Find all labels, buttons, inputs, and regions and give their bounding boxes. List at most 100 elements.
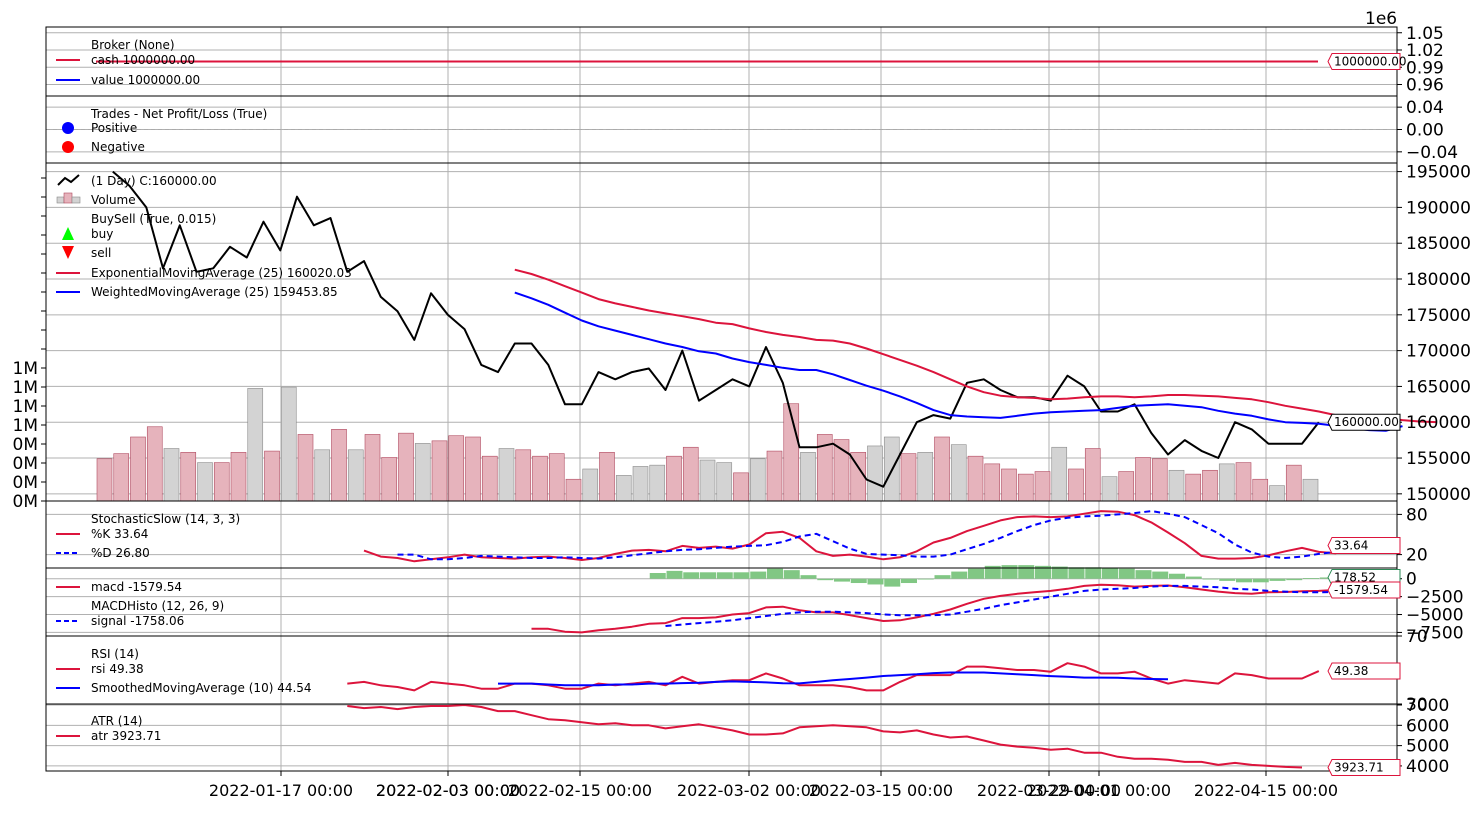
volume-bar-67: [1218, 463, 1235, 502]
broker-value-tag-box: [1327, 53, 1401, 70]
panel-frame-atr: [45, 703, 1398, 772]
legend-label-stochastic-2: %D 26.80: [91, 546, 150, 560]
macd-histo-bar-11: [834, 578, 850, 582]
y-tick-label-rsi-0: 70: [1406, 627, 1428, 647]
x-tick-label-6: 2022-03-29 00:00: [977, 781, 1121, 800]
ema-line: [514, 268, 1437, 424]
macd-histo-bar-27: [1102, 568, 1118, 579]
volume-bar-8: [230, 452, 247, 502]
macd-histo-bar-39: [1303, 578, 1319, 579]
macd-histo-bar-13: [867, 578, 884, 585]
macd-histo-bar-19: [968, 568, 984, 579]
x-tick-label-7: 2022-04-01 00:00: [1027, 781, 1171, 800]
rsi-sma-line: [498, 671, 1169, 687]
y-tick-label-price-4: 175000: [1406, 306, 1471, 326]
macd-histo-bar-3: [700, 572, 716, 579]
volume-bar-61: [1118, 471, 1135, 502]
volume-bar-31: [615, 475, 632, 502]
macd-histo-bar-22: [1018, 565, 1035, 579]
stoch-d-line: [397, 510, 1386, 561]
volume-tick-label-0: 1M: [13, 359, 38, 379]
legend-swatch-price-3: [62, 227, 74, 240]
volume-bar-53: [984, 463, 1001, 502]
legend-label-rsi-0: RSI (14): [91, 647, 139, 661]
wma-line: [514, 291, 1403, 432]
volume-tick-label-1: 1M: [13, 378, 38, 398]
legend-label-macd-0: macd -1579.54: [91, 580, 182, 594]
volume-bar-71: [1285, 464, 1302, 502]
volume-bar-12: [297, 434, 314, 502]
volume-bar-52: [967, 455, 984, 502]
macd-histo-bar-35: [1236, 578, 1252, 583]
volume-bar-36: [699, 459, 716, 502]
volume-bar-39: [749, 458, 766, 502]
x-tick-label-5: 2022-03-15 00:00: [809, 781, 953, 800]
legend-label-atr-1: atr 3923.71: [91, 729, 161, 743]
macd-histo-bar-2: [683, 572, 700, 579]
volume-bar-3: [146, 426, 163, 502]
y-tick-label-price-9: 150000: [1406, 485, 1471, 505]
legend-label-stochastic-1: %K 33.64: [91, 527, 148, 541]
volume-bar-69: [1252, 478, 1269, 502]
volume-tick-label-7: 0M: [13, 492, 38, 512]
macd-value-tag: -1579.54: [1334, 583, 1388, 597]
volume-bar-24: [498, 448, 515, 502]
volume-bar-13: [314, 449, 331, 502]
y-tick-label-price-2: 185000: [1406, 234, 1471, 254]
volume-bar-5: [180, 452, 197, 502]
macd-histo-bar-29: [1135, 570, 1152, 579]
macd-histo-bar-28: [1118, 568, 1135, 579]
legend-label-price-2: BuySell (True, 0.015): [91, 212, 216, 226]
volume-bar-25: [515, 449, 532, 502]
macd-histo-bar-20: [984, 565, 1001, 579]
macd-histo-bar-30: [1152, 571, 1169, 579]
y-tick-label-macd-0: 0: [1406, 570, 1417, 590]
x-tick-label-3: 2022-02-15 00:00: [508, 781, 652, 800]
legend-label-broker-0: Broker (None): [91, 38, 175, 52]
volume-bar-26: [532, 455, 548, 502]
legend-label-price-1: Volume: [91, 193, 136, 207]
volume-bar-60: [1101, 476, 1118, 502]
macd-histo-bar-40: [1319, 577, 1336, 579]
volume-tick-label-3: 1M: [13, 416, 38, 436]
macd-histo-bar-34: [1219, 578, 1236, 581]
stoch-value-tag-box: [1327, 536, 1401, 554]
macd-signal-line: [665, 584, 1370, 627]
volume-bar-42: [800, 452, 816, 502]
legend-swatch-price-1: [56, 196, 65, 204]
volume-bar-66: [1202, 469, 1218, 502]
legend-label-price-6: WeightedMovingAverage (25) 159453.85: [91, 285, 338, 299]
volume-bar-20: [431, 440, 448, 502]
macd-histo-bar-38: [1286, 578, 1303, 581]
macd-histo-bar-17: [934, 575, 951, 579]
y-tick-label-stochastic-0: 80: [1406, 505, 1428, 525]
rsi-value-tag-box: [1327, 662, 1401, 680]
volume-bar-33: [649, 464, 666, 502]
atr-value-tag: 3923.71: [1334, 760, 1384, 774]
volume-bar-63: [1151, 458, 1168, 502]
volume-bar-7: [213, 462, 230, 502]
macd-histo-bar-21: [1001, 565, 1018, 579]
y-tick-label-broker-3: 0.96: [1406, 76, 1444, 96]
legend-swatch-price-1-c: [71, 196, 81, 204]
volume-bar-15: [347, 449, 364, 502]
y-tick-label-price-1: 190000: [1406, 198, 1471, 218]
macd-histo-bar-15: [901, 578, 917, 584]
price-value-tag-box: [1327, 413, 1401, 431]
volume-bar-65: [1185, 473, 1202, 502]
legend-label-price-4: sell: [91, 246, 111, 260]
y-tick-label-trades-1: 0.00: [1406, 121, 1444, 141]
volume-bar-6: [197, 462, 213, 502]
macd-histo-bar-10: [817, 578, 834, 581]
legend-label-broker-2: value 1000000.00: [91, 73, 200, 87]
macd-histo-bar-1: [666, 570, 683, 579]
macd-histo-bar-6: [750, 571, 767, 579]
volume-bar-1: [113, 453, 130, 502]
legend-swatch-price-0: [57, 174, 80, 186]
volume-tick-label-4: 0M: [13, 435, 38, 455]
volume-bar-37: [716, 462, 733, 502]
x-tick-label-8: 2022-04-15 00:00: [1194, 781, 1338, 800]
volume-bar-4: [163, 448, 180, 502]
x-tick-label-1: 2022-02-03 00:00: [376, 781, 520, 800]
close-price-line: [112, 170, 1320, 488]
